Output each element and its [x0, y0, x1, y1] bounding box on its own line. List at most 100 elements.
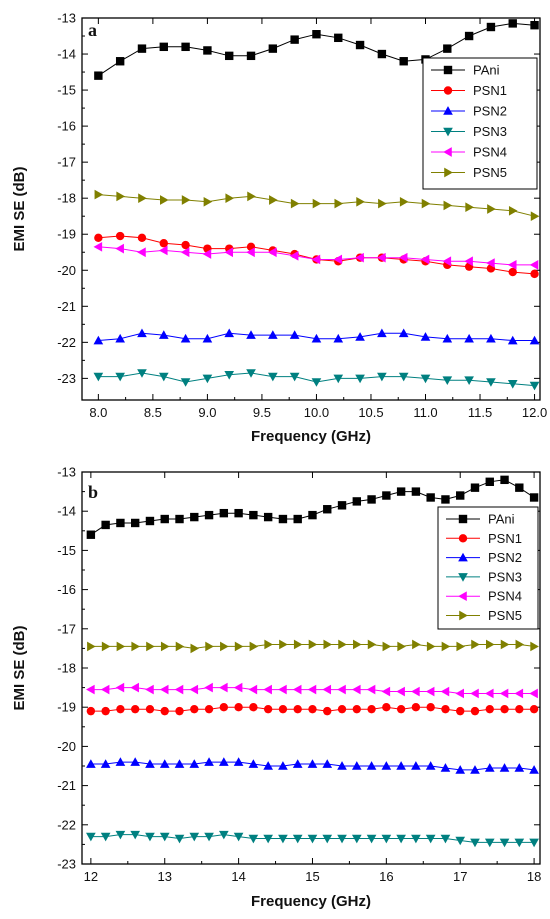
- data-point-pani: [263, 512, 273, 522]
- data-point-pani: [464, 31, 474, 41]
- legend-marker-psn2: [443, 106, 453, 115]
- data-point-psn3: [137, 369, 147, 378]
- legend-marker-psn3: [443, 127, 453, 137]
- data-point-psn5: [426, 641, 436, 652]
- data-point-pani: [508, 19, 517, 28]
- data-point-psn2: [204, 757, 214, 766]
- data-point-psn5: [399, 196, 409, 207]
- data-point-psn5: [279, 639, 288, 650]
- legend-label-psn3: PSN3: [488, 569, 522, 584]
- data-point-psn5: [441, 641, 451, 652]
- legend-marker-psn5: [459, 610, 468, 621]
- data-point-psn4: [396, 686, 405, 697]
- x-tick-label: 9.0: [198, 405, 216, 420]
- data-point-pani: [219, 508, 229, 518]
- data-point-psn4: [115, 682, 125, 693]
- data-point-pani: [268, 44, 278, 53]
- data-point-psn4: [333, 254, 343, 265]
- data-point-psn1: [101, 706, 110, 716]
- series-pani: [86, 475, 539, 539]
- data-point-psn5: [485, 639, 495, 650]
- data-point-psn3: [204, 832, 214, 842]
- data-point-psn3: [484, 838, 495, 848]
- data-point-psn4: [425, 686, 435, 697]
- data-point-psn3: [514, 838, 525, 848]
- data-point-psn2: [355, 332, 365, 341]
- legend-marker-psn2: [458, 552, 468, 562]
- data-point-psn2: [484, 763, 495, 772]
- data-point-psn3: [420, 374, 431, 384]
- data-point-psn2: [115, 757, 126, 766]
- data-point-psn4: [246, 247, 255, 258]
- x-tick-label: 16: [379, 869, 393, 884]
- data-point-psn4: [440, 686, 450, 697]
- data-point-psn1: [115, 231, 125, 241]
- data-point-psn4: [411, 686, 420, 697]
- data-point-psn3: [224, 370, 235, 380]
- data-point-psn3: [180, 378, 191, 387]
- data-point-psn4: [420, 254, 430, 265]
- data-point-psn4: [381, 686, 391, 697]
- data-point-psn5: [94, 189, 104, 200]
- data-point-psn1: [190, 704, 199, 714]
- data-point-psn5: [290, 198, 300, 209]
- data-point-psn3: [174, 834, 185, 844]
- data-point-psn2: [307, 759, 318, 768]
- data-point-pani: [485, 477, 494, 486]
- data-point-pani: [159, 42, 168, 52]
- data-point-psn5: [205, 641, 214, 652]
- data-point-psn3: [507, 380, 518, 389]
- chart-panel-b: 12 13 14 15 16 17 18 -23 -22 -21 -20 -19 -18 -17 -16 -1…: [11, 465, 541, 911]
- data-point-psn3: [130, 830, 141, 840]
- legend-marker-psn4: [443, 147, 452, 157]
- data-point-psn3: [86, 832, 96, 842]
- data-point-psn1: [219, 703, 229, 712]
- series-psn2: [93, 328, 540, 345]
- series-psn1: [86, 703, 539, 716]
- series-psn3: [86, 830, 539, 848]
- y-tick-label: -22: [57, 335, 76, 350]
- x-tick-label: 12: [84, 869, 98, 884]
- data-point-psn4: [464, 256, 473, 267]
- legend-marker-pani: [443, 65, 453, 75]
- series-psn5: [94, 189, 540, 222]
- data-point-psn5: [138, 193, 147, 204]
- legend-box: [437, 506, 539, 630]
- data-point-psn4: [442, 256, 452, 267]
- chart-panel-a: 8.0 8.5 9.0 9.5 10.0 10.5 11.0 11.5 12.0 -23 -22 -2…: [11, 11, 547, 446]
- data-point-psn5: [175, 641, 185, 652]
- data-point-psn2: [440, 763, 451, 772]
- data-point-psn5: [190, 643, 200, 654]
- data-point-psn4: [529, 688, 538, 699]
- data-point-psn4: [355, 252, 364, 263]
- data-point-psn5: [530, 641, 539, 652]
- data-point-psn1: [249, 703, 258, 712]
- data-point-pani: [278, 514, 288, 524]
- data-point-psn4: [174, 684, 184, 695]
- data-point-psn5: [146, 641, 155, 652]
- data-point-psn1: [508, 267, 517, 277]
- y-tick-label: -15: [57, 83, 76, 98]
- data-point-psn4: [115, 243, 124, 254]
- legend-label-psn4: PSN4: [473, 145, 507, 160]
- data-point-pani: [486, 22, 496, 32]
- legend-label-psn5: PSN5: [488, 608, 522, 623]
- data-point-pani: [203, 46, 212, 55]
- data-point-psn1: [470, 706, 480, 716]
- data-point-psn3: [158, 372, 169, 382]
- data-point-psn5: [412, 639, 421, 650]
- data-point-pani: [94, 71, 103, 80]
- plot-frame: [81, 17, 541, 401]
- x-axis-title: Frequency (GHz): [251, 893, 371, 910]
- y-axis-title: EMI SE (dB): [11, 625, 28, 710]
- data-point-pani: [334, 33, 343, 43]
- data-point-psn2: [263, 761, 273, 770]
- data-point-psn3: [333, 374, 344, 384]
- data-point-psn5: [515, 639, 525, 650]
- data-point-pani: [249, 510, 258, 520]
- legend-label-psn2: PSN2: [473, 104, 507, 119]
- data-point-psn3: [440, 834, 451, 844]
- data-point-psn5: [249, 641, 259, 652]
- data-point-psn3: [351, 834, 362, 844]
- data-point-pani: [137, 44, 147, 53]
